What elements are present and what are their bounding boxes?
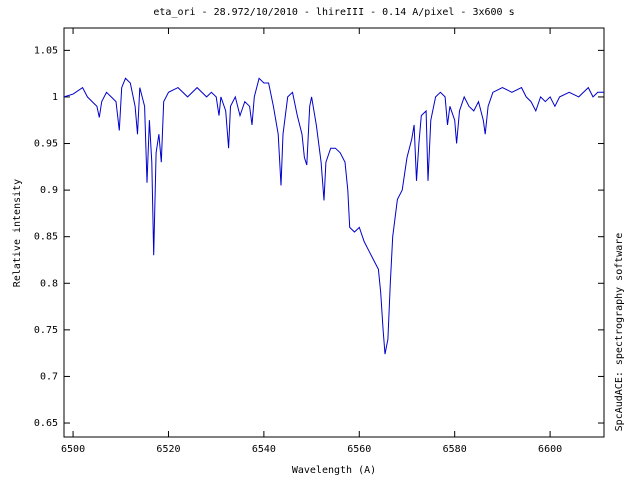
x-tick-label: 6600 — [538, 444, 562, 455]
spectrum-line — [63, 77, 604, 355]
annotation: SpcAudACE: spectrography software — [614, 233, 625, 432]
y-axis-label: Relative intensity — [12, 179, 23, 287]
x-axis-label: Wavelength (A) — [292, 465, 376, 476]
y-tick-label: 0.85 — [34, 232, 58, 243]
y-tick-label: 0.7 — [40, 371, 58, 382]
y-tick-label: 0.95 — [34, 139, 58, 150]
y-tick-label: 0.75 — [34, 325, 58, 336]
y-tick-label: 1 — [52, 92, 58, 103]
x-tick-label: 6560 — [347, 444, 371, 455]
y-tick-label: 0.8 — [40, 278, 58, 289]
y-tick-label: 0.65 — [34, 418, 58, 429]
x-tick-label: 6580 — [443, 444, 467, 455]
y-tick-label: 0.9 — [40, 185, 58, 196]
plot-frame — [63, 27, 605, 438]
x-tick-label: 6500 — [61, 444, 85, 455]
x-tick-label: 6520 — [156, 444, 180, 455]
x-tick-label: 6540 — [252, 444, 276, 455]
y-tick-label: 1.05 — [34, 45, 58, 56]
chart-title: eta_ori - 28.972/10/2010 - lhireIII - 0.… — [153, 7, 514, 18]
